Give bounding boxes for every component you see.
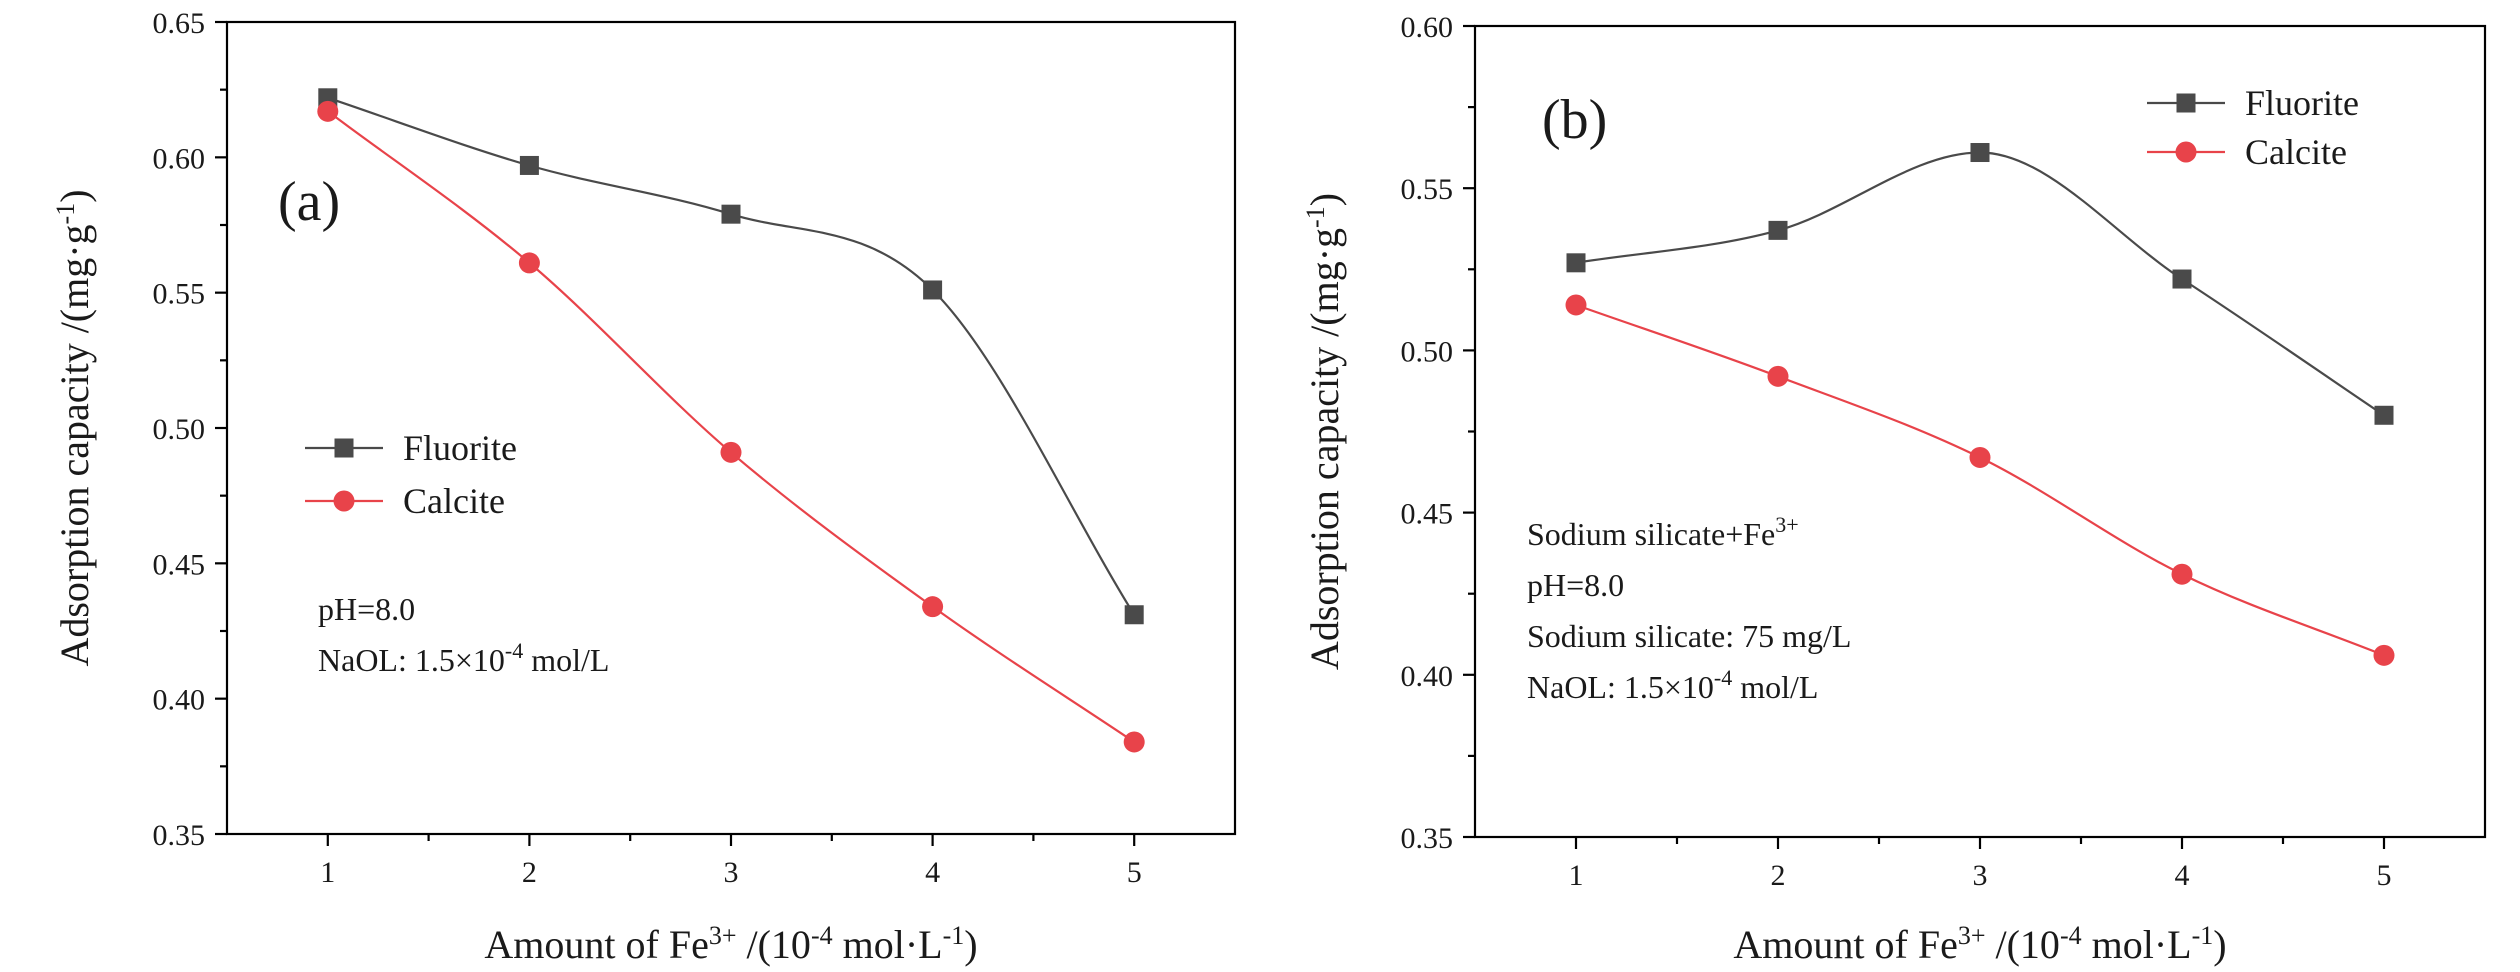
data-point-calcite bbox=[1767, 365, 1789, 387]
y-tick-label: 0.65 bbox=[153, 7, 206, 40]
x-tick-label: 1 bbox=[320, 856, 335, 889]
y-tick-label: 0.60 bbox=[1401, 11, 1454, 44]
legend-label: Fluorite bbox=[403, 428, 517, 468]
y-axis-title: Adsorption capacity /(mg·g-1) bbox=[1301, 193, 1347, 670]
annotation: Sodium silicate+Fe3+ bbox=[1527, 512, 1799, 552]
legend: Fluorite Calcite bbox=[305, 428, 517, 521]
y-tick-label: 0.40 bbox=[153, 684, 206, 717]
annotation: Sodium silicate: 75 mg/L bbox=[1527, 618, 1851, 654]
legend-label: Fluorite bbox=[2245, 83, 2359, 123]
data-point-fluorite bbox=[1124, 605, 1144, 625]
panel-label: (a) bbox=[278, 171, 340, 233]
y-tick-label: 0.55 bbox=[153, 278, 206, 311]
data-point-calcite bbox=[1565, 294, 1587, 316]
y-tick-label: 0.45 bbox=[1401, 498, 1454, 531]
plot-frame bbox=[225, 20, 1237, 836]
series-line-fluorite bbox=[1575, 151, 2385, 417]
series-line-fluorite bbox=[327, 96, 1136, 616]
y-tick-label: 0.45 bbox=[153, 548, 206, 581]
data-point-fluorite bbox=[2172, 269, 2192, 289]
annotation: NaOL: 1.5×10-4 mol/L bbox=[318, 638, 609, 678]
data-point-calcite bbox=[1969, 446, 1991, 468]
data-point-fluorite bbox=[923, 280, 943, 300]
x-tick-label: 3 bbox=[724, 856, 739, 889]
y-axis-title: Adsorption capacity /(mg·g-1) bbox=[51, 189, 97, 666]
chart-panel-b: 1 2 3 4 5 0.35 0.40 0.45 0.50 0.55 0.60 Amount of F… bbox=[1301, 11, 2487, 967]
data-point-calcite bbox=[317, 100, 339, 122]
y-tick-label: 0.55 bbox=[1401, 173, 1454, 206]
annotation: pH=8.0 bbox=[1527, 567, 1624, 603]
x-tick-label: 2 bbox=[522, 856, 537, 889]
annotation: pH=8.0 bbox=[318, 591, 415, 627]
y-tick-label: 0.50 bbox=[1401, 335, 1454, 368]
x-tick-label: 5 bbox=[2377, 859, 2392, 892]
data-point-calcite bbox=[1123, 731, 1145, 753]
data-point-calcite bbox=[2373, 644, 2395, 666]
panel-label: (b) bbox=[1542, 89, 1607, 151]
x-tick-label: 4 bbox=[925, 856, 940, 889]
x-tick-label: 3 bbox=[1973, 859, 1988, 892]
chart-panel-a: 1 2 3 4 5 0.35 0.40 0.45 0.50 0.55 0.60 0.65 Amount … bbox=[51, 7, 1237, 967]
data-point-calcite bbox=[922, 596, 944, 618]
y-tick-label: 0.40 bbox=[1401, 660, 1454, 693]
legend: Fluorite Calcite bbox=[2147, 83, 2359, 172]
x-axis-title: Amount of Fe3+ /(10-4 mol·L-1) bbox=[1733, 921, 2226, 967]
x-tick-label: 4 bbox=[2175, 859, 2190, 892]
legend-marker bbox=[333, 490, 355, 512]
data-point-fluorite bbox=[2374, 405, 2394, 425]
x-tick-label: 5 bbox=[1127, 856, 1142, 889]
y-tick-label: 0.50 bbox=[153, 413, 206, 446]
data-point-calcite bbox=[518, 252, 540, 274]
x-axis-title: Amount of Fe3+ /(10-4 mol·L-1) bbox=[484, 921, 977, 967]
y-tick-label: 0.35 bbox=[1401, 822, 1454, 855]
legend-label: Calcite bbox=[2245, 132, 2347, 172]
data-point-fluorite bbox=[1566, 253, 1586, 273]
legend-marker bbox=[2176, 93, 2196, 113]
y-tick-label: 0.35 bbox=[153, 819, 206, 852]
data-point-fluorite bbox=[1970, 143, 1990, 163]
data-point-fluorite bbox=[721, 204, 741, 224]
data-point-fluorite bbox=[1768, 220, 1788, 240]
data-point-fluorite bbox=[519, 155, 539, 175]
data-point-calcite bbox=[720, 441, 742, 463]
y-tick-label: 0.60 bbox=[153, 142, 206, 175]
legend-marker bbox=[334, 438, 354, 458]
x-tick-label: 2 bbox=[1771, 859, 1786, 892]
series-line-calcite bbox=[1575, 303, 2385, 657]
data-point-calcite bbox=[2171, 563, 2193, 585]
legend-marker bbox=[2175, 141, 2197, 163]
x-tick-label: 1 bbox=[1569, 859, 1584, 892]
annotation: NaOL: 1.5×10-4 mol/L bbox=[1527, 665, 1818, 705]
legend-label: Calcite bbox=[403, 481, 505, 521]
